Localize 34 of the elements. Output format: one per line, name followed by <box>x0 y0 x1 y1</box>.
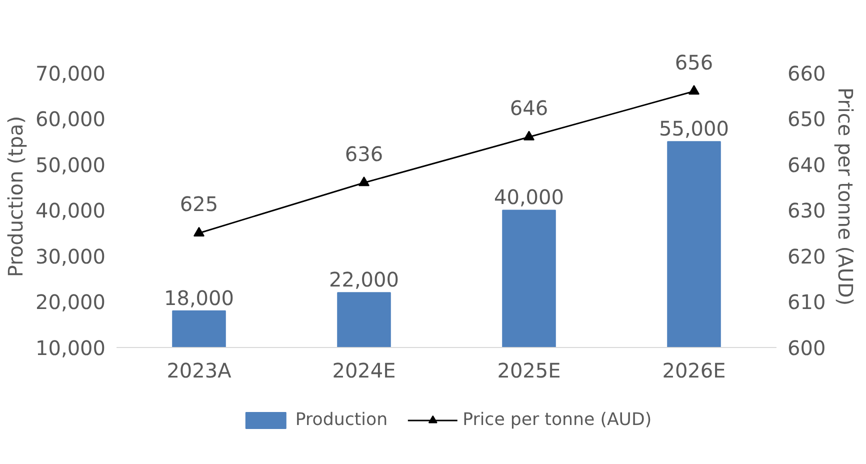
y-tick-label: 50,000 <box>36 152 106 177</box>
legend-label: Production <box>295 410 388 430</box>
y-tick-label: 30,000 <box>36 244 106 268</box>
y2-tick-label: 650 <box>788 107 826 132</box>
y2-tick-label: 630 <box>788 198 826 223</box>
y2-tick-label: 620 <box>788 244 826 268</box>
data-label: 636 <box>344 142 384 166</box>
x-tick-label: 2025E <box>497 358 561 382</box>
y-tick-label: 40,000 <box>36 198 106 223</box>
data-label: 22,000 <box>329 268 399 292</box>
y2-tick-label: 640 <box>788 152 826 177</box>
x-tick-label: 2024E <box>332 358 396 382</box>
y2-tick-label: 600 <box>788 336 826 360</box>
data-label: 55,000 <box>659 116 729 141</box>
point <box>524 130 534 140</box>
data-label: 18,000 <box>164 286 234 310</box>
legend-label: Price per tonne (AUD) <box>462 410 652 430</box>
point <box>688 84 700 95</box>
point <box>194 226 204 236</box>
data-label: 656 <box>674 50 714 74</box>
y2-axis-title: Price per tonne (AUD) <box>834 87 858 306</box>
x-tick-label: 2026E <box>662 358 726 382</box>
y2-tick-label: 610 <box>788 290 826 314</box>
y-tick-label: 10,000 <box>36 336 106 360</box>
x-tick-label: 2023A <box>166 358 232 382</box>
y-tick-label: 70,000 <box>36 61 106 86</box>
data-label: 646 <box>510 96 548 120</box>
y-tick-label: 60,000 <box>36 107 106 132</box>
data-label: 40,000 <box>494 185 564 210</box>
y-axis-title: Production (tpa) <box>4 116 28 278</box>
y-tick-label: 20,000 <box>36 290 106 314</box>
data-label: 625 <box>180 192 218 216</box>
y2-tick-label: 660 <box>788 61 826 86</box>
point <box>358 176 370 186</box>
